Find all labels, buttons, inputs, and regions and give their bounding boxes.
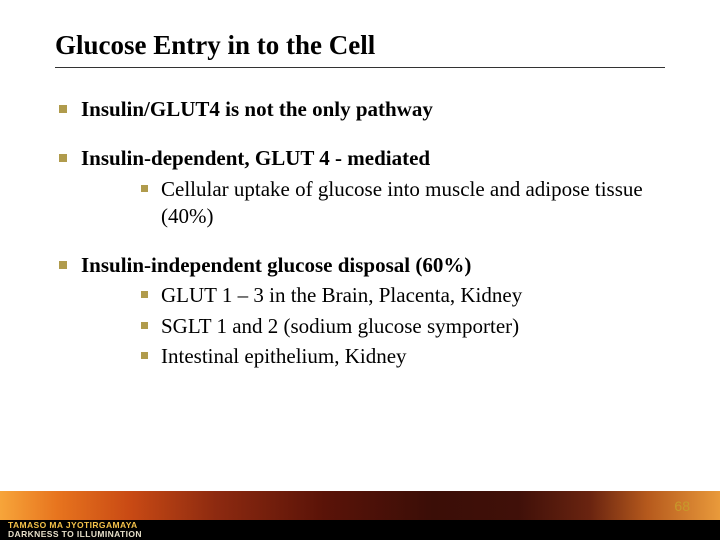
slide-footer: TAMASO MA JYOTIRGAMAYA DARKNESS TO ILLUM… (0, 492, 720, 540)
footer-motto-bottom: DARKNESS TO ILLUMINATION (8, 530, 142, 539)
bullet-level2: Cellular uptake of glucose into muscle a… (137, 176, 665, 231)
slide-content: Insulin/GLUT4 is not the only pathway In… (55, 96, 665, 370)
bullet-text: Insulin-dependent, GLUT 4 - mediated (81, 146, 430, 170)
slide-title: Glucose Entry in to the Cell (55, 30, 665, 68)
bullet-level1: Insulin-independent glucose disposal (60… (55, 252, 665, 370)
footer-gradient (0, 491, 720, 521)
bullet-text: Insulin-independent glucose disposal (60… (81, 253, 471, 277)
bullet-level2: SGLT 1 and 2 (sodium glucose symporter) (137, 313, 665, 340)
slide: Glucose Entry in to the Cell Insulin/GLU… (0, 0, 720, 540)
page-number: 68 (674, 498, 690, 514)
bullet-level2: GLUT 1 – 3 in the Brain, Placenta, Kidne… (137, 282, 665, 309)
bullet-level1: Insulin/GLUT4 is not the only pathway (55, 96, 665, 123)
footer-bar: TAMASO MA JYOTIRGAMAYA DARKNESS TO ILLUM… (0, 520, 720, 540)
bullet-level1: Insulin-dependent, GLUT 4 - mediated Cel… (55, 145, 665, 230)
bullet-level2: Intestinal epithelium, Kidney (137, 343, 665, 370)
footer-motto: TAMASO MA JYOTIRGAMAYA DARKNESS TO ILLUM… (8, 521, 142, 539)
